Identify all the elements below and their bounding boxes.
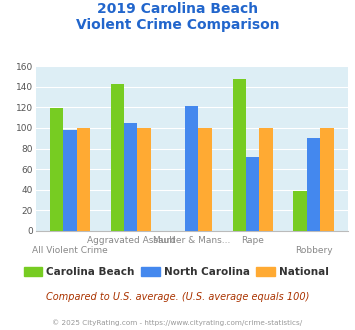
Bar — [185, 106, 198, 231]
Text: Murder & Mans...: Murder & Mans... — [153, 236, 230, 245]
Bar — [260, 128, 273, 231]
Legend: Carolina Beach, North Carolina, National: Carolina Beach, North Carolina, National — [20, 263, 333, 281]
Text: Compared to U.S. average. (U.S. average equals 100): Compared to U.S. average. (U.S. average … — [46, 292, 309, 302]
Text: © 2025 CityRating.com - https://www.cityrating.com/crime-statistics/: © 2025 CityRating.com - https://www.city… — [53, 319, 302, 326]
Text: Rape: Rape — [241, 236, 264, 245]
Bar — [50, 108, 63, 231]
Bar — [198, 128, 212, 231]
Bar — [294, 191, 307, 231]
Bar — [246, 157, 260, 231]
Bar — [111, 83, 124, 231]
Text: Robbery: Robbery — [295, 246, 332, 255]
Text: Violent Crime Comparison: Violent Crime Comparison — [76, 18, 279, 32]
Bar — [77, 128, 90, 231]
Bar — [63, 130, 77, 231]
Text: All Violent Crime: All Violent Crime — [32, 246, 108, 255]
Bar — [307, 138, 320, 231]
Text: 2019 Carolina Beach: 2019 Carolina Beach — [97, 2, 258, 16]
Bar — [320, 128, 334, 231]
Bar — [137, 128, 151, 231]
Bar — [124, 123, 137, 231]
Text: Aggravated Assault: Aggravated Assault — [87, 236, 175, 245]
Bar — [233, 80, 246, 231]
